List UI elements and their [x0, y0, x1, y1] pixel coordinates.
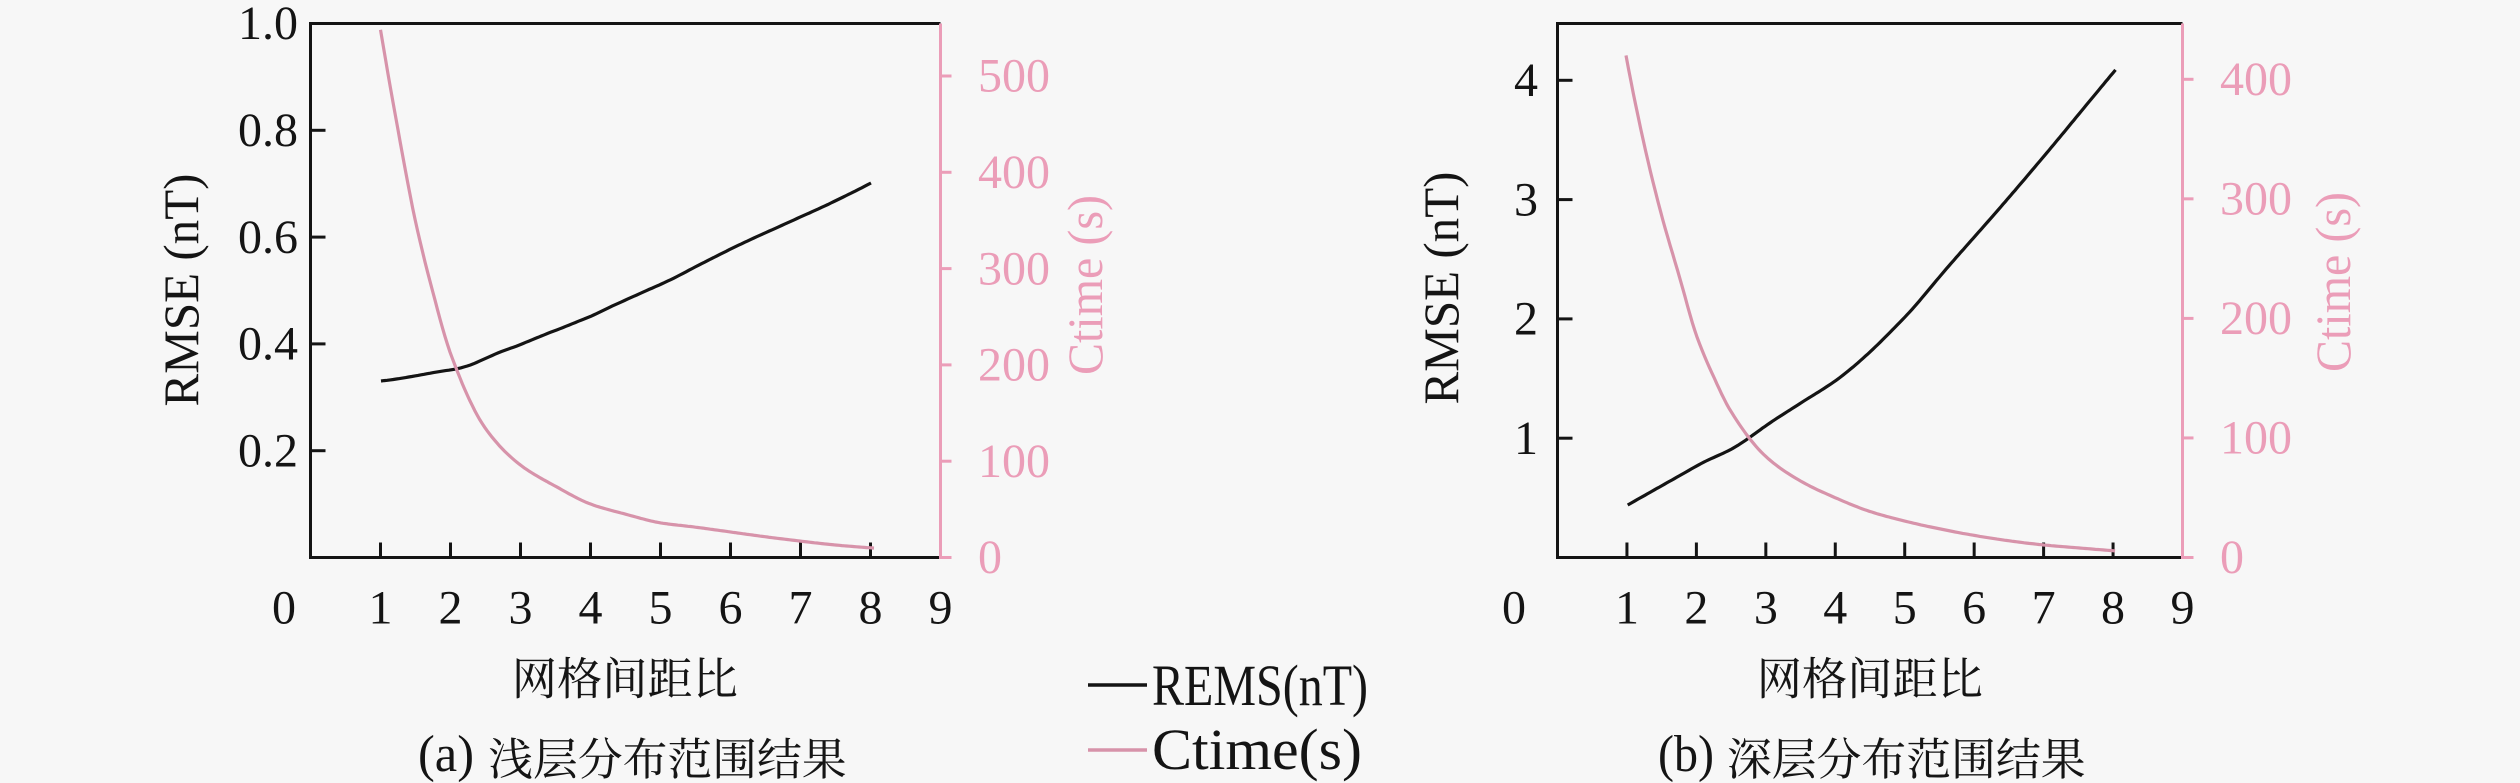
svg-text:1: 1: [1615, 582, 1639, 635]
svg-text:3: 3: [509, 582, 533, 635]
svg-text:400: 400: [2220, 53, 2292, 106]
svg-text:0: 0: [2220, 531, 2244, 584]
svg-text:200: 200: [978, 339, 1050, 392]
svg-text:1.0: 1.0: [238, 0, 298, 50]
svg-text:4: 4: [1823, 582, 1847, 635]
svg-text:RMSE (nT): RMSE (nT): [153, 174, 209, 407]
svg-text:1: 1: [369, 582, 393, 635]
svg-text:7: 7: [789, 582, 813, 635]
svg-text:RMSE (nT): RMSE (nT): [1413, 172, 1469, 405]
svg-text:(b): (b): [1658, 726, 1714, 783]
svg-text:(a): (a): [418, 726, 474, 783]
svg-text:4: 4: [579, 582, 603, 635]
svg-text:0.2: 0.2: [238, 424, 298, 477]
svg-text:Ctime(s): Ctime(s): [1152, 717, 1362, 782]
svg-text:0.8: 0.8: [238, 104, 298, 157]
svg-text:0: 0: [1502, 582, 1526, 635]
svg-text:0: 0: [272, 582, 296, 635]
svg-text:200: 200: [2220, 292, 2292, 345]
svg-text:7: 7: [2032, 582, 2056, 635]
svg-text:300: 300: [978, 242, 1050, 295]
svg-text:2: 2: [439, 582, 463, 635]
svg-text:300: 300: [2220, 173, 2292, 226]
svg-text:100: 100: [978, 435, 1050, 488]
svg-text:6: 6: [1962, 582, 1986, 635]
svg-text:9: 9: [929, 582, 953, 635]
svg-text:REMS(nT): REMS(nT): [1152, 653, 1368, 718]
svg-text:6: 6: [719, 582, 743, 635]
svg-text:8: 8: [2101, 582, 2125, 635]
svg-text:0.6: 0.6: [238, 211, 298, 264]
svg-text:Ctime (s): Ctime (s): [2305, 192, 2361, 372]
svg-text:9: 9: [2171, 582, 2195, 635]
svg-text:4: 4: [1514, 54, 1538, 107]
svg-text:100: 100: [2220, 412, 2292, 465]
svg-text:500: 500: [978, 50, 1050, 103]
svg-text:0.4: 0.4: [238, 318, 298, 371]
svg-text:400: 400: [978, 146, 1050, 199]
svg-text:0: 0: [978, 531, 1002, 584]
svg-text:5: 5: [649, 582, 673, 635]
svg-text:5: 5: [1893, 582, 1917, 635]
svg-text:2: 2: [1514, 293, 1538, 346]
svg-text:3: 3: [1514, 173, 1538, 226]
svg-text:2: 2: [1684, 582, 1708, 635]
svg-text:1: 1: [1514, 412, 1538, 465]
svg-text:3: 3: [1754, 582, 1778, 635]
svg-text:Ctime (s): Ctime (s): [1057, 195, 1113, 375]
svg-text:8: 8: [859, 582, 883, 635]
